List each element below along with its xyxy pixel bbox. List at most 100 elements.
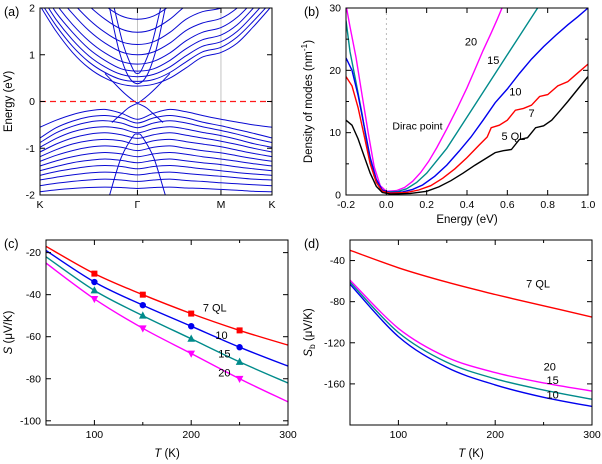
- y-tick-label: 30: [329, 3, 341, 15]
- x-tick-label: 0.8: [540, 199, 555, 211]
- x-tick-label: Γ: [135, 199, 141, 211]
- series-band-1: [43, 8, 267, 82]
- annotation-7: 7: [528, 108, 534, 120]
- marker-triangle-down: [235, 375, 244, 384]
- annotation-20: 20: [544, 362, 556, 374]
- x-tick-label: 0.2: [419, 199, 434, 211]
- annotation-10: 10: [509, 86, 521, 98]
- series-Sb-15ql: [350, 281, 592, 400]
- series-band-0: [40, 8, 271, 87]
- series-band-10: [113, 8, 162, 75]
- marker-triangle-up: [235, 357, 244, 365]
- series-dom-7ql: [346, 63, 588, 194]
- marker-circle: [236, 344, 243, 351]
- series-band-21: [40, 158, 272, 172]
- panel-c-seebeck: 100 200 300 -20 -40 -60 -80 -100 T (K) S (μV/K) (c…: [0, 232, 300, 464]
- marker-circle: [188, 322, 195, 330]
- marker-circle: [91, 278, 98, 286]
- y-tick-label: -2: [26, 190, 35, 202]
- y-tick-label: -20: [26, 247, 41, 259]
- series-band-3: [52, 8, 255, 72]
- marker-triangle-down: [187, 350, 196, 358]
- series-band-14: [40, 114, 272, 139]
- series-S-7ql: [46, 245, 288, 346]
- x-tick-label: 200: [486, 429, 504, 441]
- annotation-7-ql: 7 QL: [526, 278, 550, 290]
- panel-a-band-structure: K Γ M K 2 1 0 -1 -2 Energy (eV) (a): [0, 0, 300, 230]
- y-tick-label: -40: [330, 255, 345, 267]
- annotation-7-ql: 7 QL: [203, 302, 227, 314]
- x-axis-label: T (K): [458, 448, 484, 460]
- y-tick-label: 2: [29, 3, 35, 15]
- annotation--a-: (a): [4, 5, 19, 19]
- series-band-24: [40, 178, 272, 187]
- series-band-12: [111, 103, 164, 123]
- series-band-26: [109, 133, 166, 195]
- x-tick-label: 100: [390, 429, 408, 441]
- y-tick-label: -1: [26, 143, 35, 155]
- marker-triangle-up: [90, 286, 99, 294]
- x-axis-label: Energy (eV): [436, 214, 498, 226]
- y-tick-label: 10: [329, 127, 341, 139]
- marker-triangle-up: [187, 334, 196, 342]
- plot-border: [45, 239, 289, 426]
- x-tick-label: K: [36, 199, 43, 211]
- y-tick-label: -80: [26, 373, 41, 385]
- series-dom-20ql: [346, 8, 503, 193]
- y-tick-label: -100: [20, 415, 41, 427]
- series-band-16: [40, 126, 272, 148]
- x-tick-label: 1.0: [581, 199, 596, 211]
- y-tick-label: 0: [335, 190, 341, 202]
- y-tick-label: 20: [329, 65, 341, 77]
- annotation--c-: (c): [4, 237, 19, 251]
- x-tick-label: -0.2: [337, 199, 355, 211]
- series-band-20: [40, 151, 272, 167]
- series-band-22: [40, 164, 272, 176]
- series-band-25: [40, 186, 272, 193]
- x-axis-label: T (K): [154, 448, 180, 460]
- annotation-15: 15: [547, 375, 559, 387]
- annotation--b-: (b): [304, 5, 319, 19]
- series-band-17: [40, 132, 272, 153]
- x-tick-label: 0.6: [500, 199, 515, 211]
- series-band-7: [90, 8, 184, 33]
- marker-square: [139, 291, 146, 298]
- marker-square: [236, 327, 243, 334]
- marker-triangle-down: [90, 295, 99, 304]
- x-tick-label: M: [217, 199, 226, 211]
- x-tick-label: 200: [182, 429, 200, 441]
- x-tick-label: K: [268, 199, 275, 211]
- panel-d-ballistic-seebeck: 100 200 300 -40 -80 -120 -160 T (K) Sb (μV/K) (d)…: [300, 232, 602, 464]
- series-band-11: [104, 73, 171, 104]
- y-tick-label: -60: [26, 331, 41, 343]
- series-band-5: [66, 8, 238, 56]
- annotation-20: 20: [465, 36, 477, 48]
- y-tick-label: -40: [26, 289, 41, 301]
- series-dom-5ql: [346, 76, 588, 195]
- band-structure-chart: K Γ M K 2 1 0 -1 -2 Energy (eV) (a): [3, 3, 276, 212]
- annotation-20: 20: [218, 368, 230, 380]
- series-S-20ql: [46, 262, 288, 403]
- plot-border: [349, 239, 593, 426]
- series-band-2: [47, 8, 261, 78]
- x-tick-label: 0.0: [379, 199, 394, 211]
- series-band-6: [76, 8, 223, 46]
- y-tick-label: -80: [330, 296, 345, 308]
- y-tick-label: -120: [324, 337, 345, 349]
- annotation-15: 15: [218, 349, 230, 361]
- series-band-13: [40, 108, 272, 128]
- x-tick-label: 0.4: [460, 199, 475, 211]
- y-axis-label: Energy (eV): [3, 71, 15, 133]
- series-dom-10ql: [346, 8, 588, 194]
- annotation-10: 10: [215, 330, 227, 342]
- y-axis-label: Sb (μV/K): [303, 308, 317, 357]
- annotation-dirac-point: Dirac point: [392, 121, 442, 133]
- series-Sb-7ql: [350, 249, 592, 318]
- ballistic-seebeck-chart: 100 200 300 -40 -80 -120 -160 T (K) Sb (μV/K) (d)…: [303, 237, 601, 460]
- y-tick-label: 0: [29, 96, 35, 108]
- series-band-4: [58, 8, 248, 65]
- x-tick-label: 300: [279, 429, 297, 441]
- series-band-18: [40, 138, 272, 158]
- annotation-10: 10: [547, 389, 559, 401]
